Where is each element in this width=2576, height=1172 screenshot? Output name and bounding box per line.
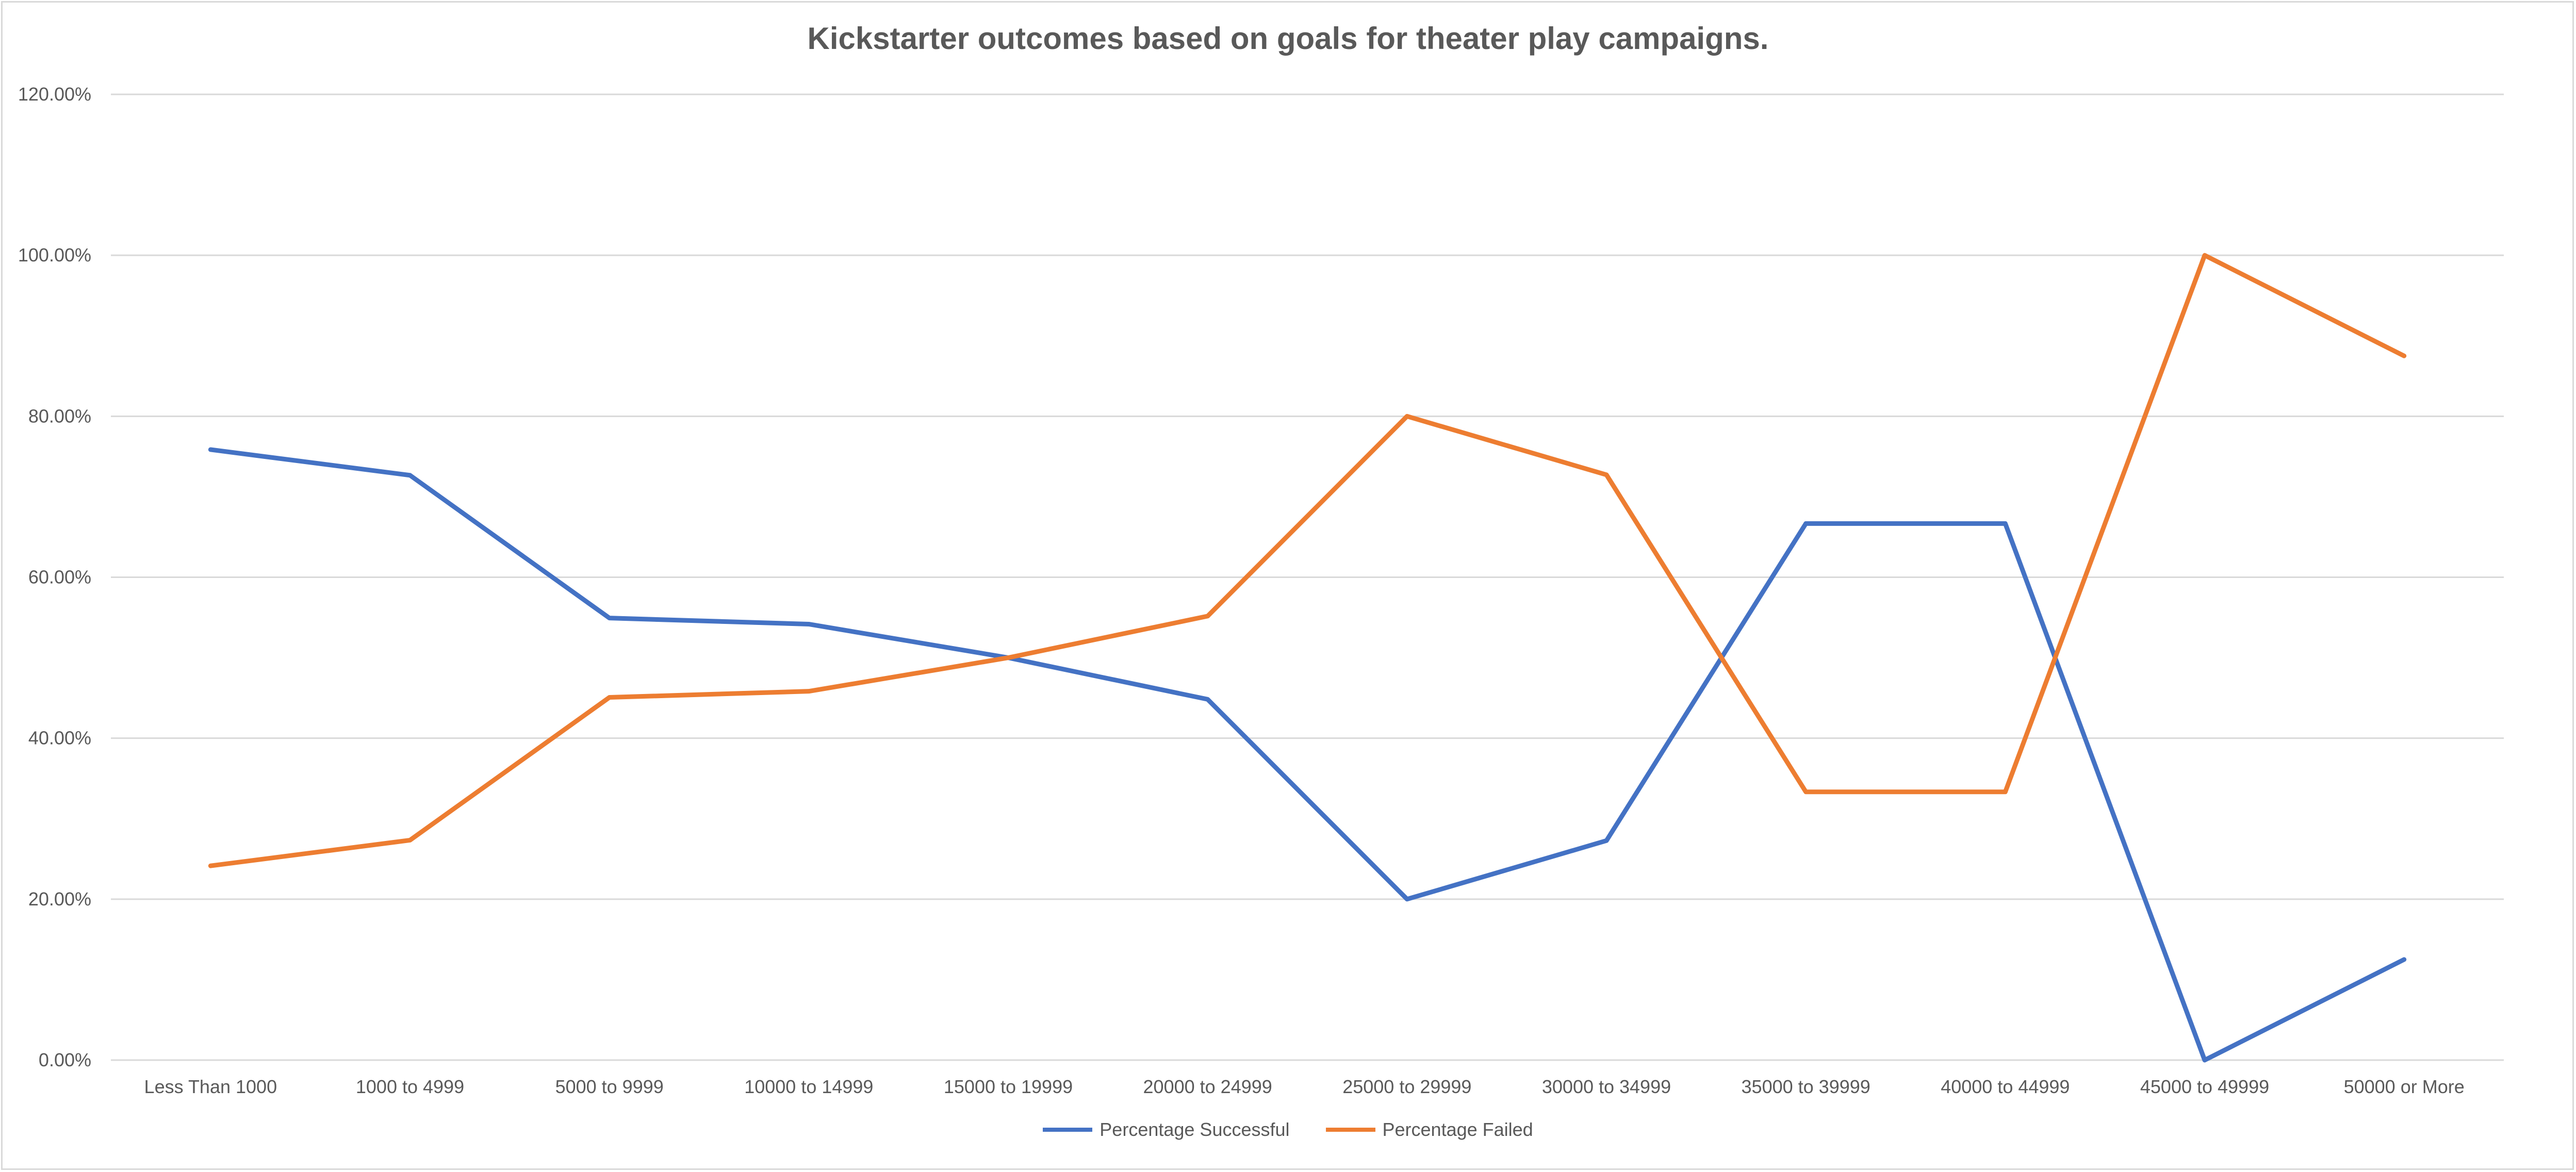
y-tick-label: 100.00% [18,244,91,266]
data-point [2003,521,2008,526]
x-tick-label: 15000 to 19999 [944,1076,1073,1097]
x-tick-label: 35000 to 39999 [1742,1076,1871,1097]
data-point [208,864,213,868]
y-axis: 0.00% 20.00% 40.00% 60.00% 80.00% 100.00% 120.… [18,84,91,1070]
data-point [1205,614,1210,618]
gridlines [111,93,2504,1061]
data-point [408,473,412,477]
data-point [1803,789,1808,794]
x-tick-label: 45000 to 49999 [2140,1076,2269,1097]
data-point [408,838,412,843]
series-lines [208,253,2407,1063]
data-point [208,447,213,452]
x-tick-label: 30000 to 34999 [1542,1076,1671,1097]
data-point [1006,655,1010,660]
data-point [1405,414,1409,419]
x-axis: Less Than 1000 1000 to 4999 5000 to 9999 10… [144,1076,2465,1097]
y-tick-label: 20.00% [28,888,91,910]
y-tick-label: 80.00% [28,405,91,426]
series-line-failed [208,253,2407,868]
data-point [2203,253,2207,258]
data-point [1803,521,1808,526]
legend: Percentage Successful Percentage Failed [0,1119,2576,1141]
data-point [2203,1058,2207,1062]
legend-swatch [1043,1128,1093,1132]
data-point [2402,957,2406,962]
data-point [2402,354,2406,358]
legend-item: Percentage Failed [1325,1119,1533,1141]
data-point [807,622,811,626]
data-point [1405,897,1409,901]
x-tick-label: 5000 to 9999 [555,1076,664,1097]
series-line-successful [208,447,2407,1063]
data-point [1604,472,1609,477]
x-tick-label: 25000 to 29999 [1342,1076,1471,1097]
data-point [1604,838,1609,843]
chart-title: Kickstarter outcomes based on goals for … [807,21,1769,56]
legend-label: Percentage Successful [1100,1119,1290,1140]
y-tick-label: 40.00% [28,728,91,749]
x-tick-label: 20000 to 24999 [1143,1076,1272,1097]
legend-label: Percentage Failed [1382,1119,1533,1140]
data-point [2003,789,2008,794]
data-point [607,695,612,700]
legend-swatch [1325,1128,1375,1132]
y-tick-label: 120.00% [18,84,91,105]
legend-item: Percentage Successful [1043,1119,1290,1141]
x-tick-label: 1000 to 4999 [356,1076,464,1097]
data-point [807,689,811,694]
x-tick-label: 40000 to 44999 [1941,1076,2070,1097]
x-tick-label: Less Than 1000 [144,1076,277,1097]
x-tick-label: 10000 to 14999 [744,1076,873,1097]
data-point [607,616,612,620]
y-tick-label: 0.00% [39,1049,91,1070]
x-tick-label: 50000 or More [2344,1076,2465,1097]
y-tick-label: 60.00% [28,567,91,588]
data-point [1205,697,1210,702]
